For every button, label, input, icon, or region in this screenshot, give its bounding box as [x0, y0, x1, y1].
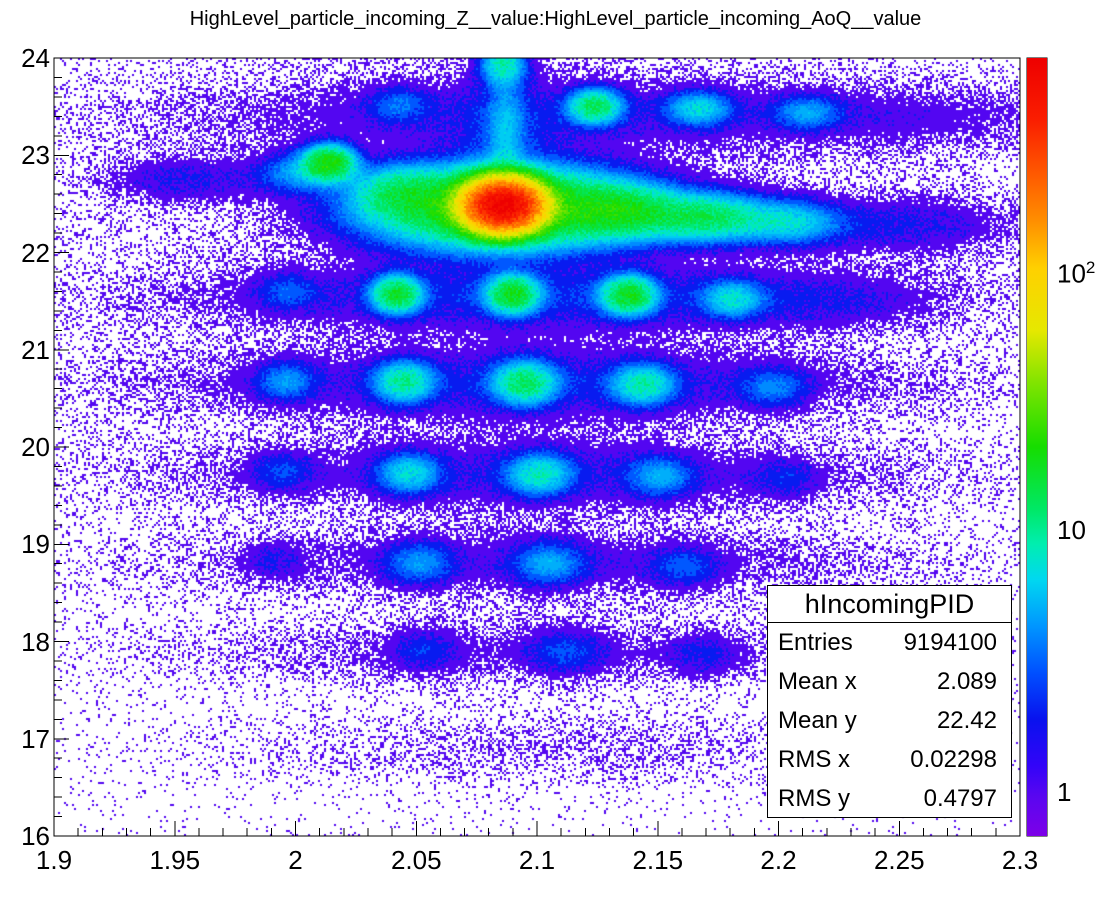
stats-row: Mean x 2.089 [768, 662, 1011, 701]
y-tick-label: 19 [2, 529, 50, 559]
x-tick-label: 2.3 [960, 845, 1080, 876]
colorbar-label-exponent: 2 [1086, 258, 1095, 277]
x-tick-label: 2.2 [719, 845, 839, 876]
x-tick-label: 2 [236, 845, 356, 876]
colorbar-tick-label: 102 [1057, 252, 1095, 284]
y-tick-label: 18 [2, 627, 50, 657]
y-tick-label: 23 [2, 140, 50, 170]
stats-row: RMS y 0.4797 [768, 779, 1011, 818]
y-tick-label: 17 [2, 724, 50, 754]
stats-label: Mean x [778, 668, 857, 696]
stats-box[interactable]: hIncomingPID Entries 9194100 Mean x 2.089 Me… [767, 585, 1012, 818]
stats-value: 0.02298 [910, 746, 997, 774]
colorbar-gradient[interactable] [1027, 58, 1047, 836]
root-canvas-window: HighLevel_particle_incoming_Z__value:Hig… [0, 0, 1111, 899]
x-tick-label: 2.15 [598, 845, 718, 876]
stats-label: Mean y [778, 707, 857, 735]
stats-value: 22.42 [937, 707, 997, 735]
stats-value: 9194100 [904, 629, 997, 657]
x-tick-label: 2.25 [839, 845, 959, 876]
colorbar-tick-label: 10 [1057, 514, 1086, 546]
x-tick-label: 2.05 [356, 845, 476, 876]
x-tick-label: 2.1 [477, 845, 597, 876]
stats-label: RMS x [778, 746, 850, 774]
stats-label: RMS y [778, 785, 850, 813]
y-tick-label: 16 [2, 821, 50, 851]
stats-value: 2.089 [937, 668, 997, 696]
y-tick-label: 24 [2, 43, 50, 73]
stats-row: Mean y 22.42 [768, 701, 1011, 740]
x-tick-label: 1.95 [115, 845, 235, 876]
stats-rows: Entries 9194100 Mean x 2.089 Mean y 22.42 RMS … [768, 623, 1011, 818]
stats-box-title: hIncomingPID [768, 586, 1011, 623]
colorbar-tick-label: 1 [1057, 776, 1071, 808]
y-tick-label: 21 [2, 335, 50, 365]
stats-row: RMS x 0.02298 [768, 740, 1011, 779]
y-tick-label: 22 [2, 238, 50, 268]
plot-title: HighLevel_particle_incoming_Z__value:Hig… [0, 8, 1111, 31]
stats-value: 0.4797 [924, 785, 997, 813]
y-tick-label: 20 [2, 432, 50, 462]
stats-label: Entries [778, 629, 853, 657]
stats-row: Entries 9194100 [768, 623, 1011, 662]
